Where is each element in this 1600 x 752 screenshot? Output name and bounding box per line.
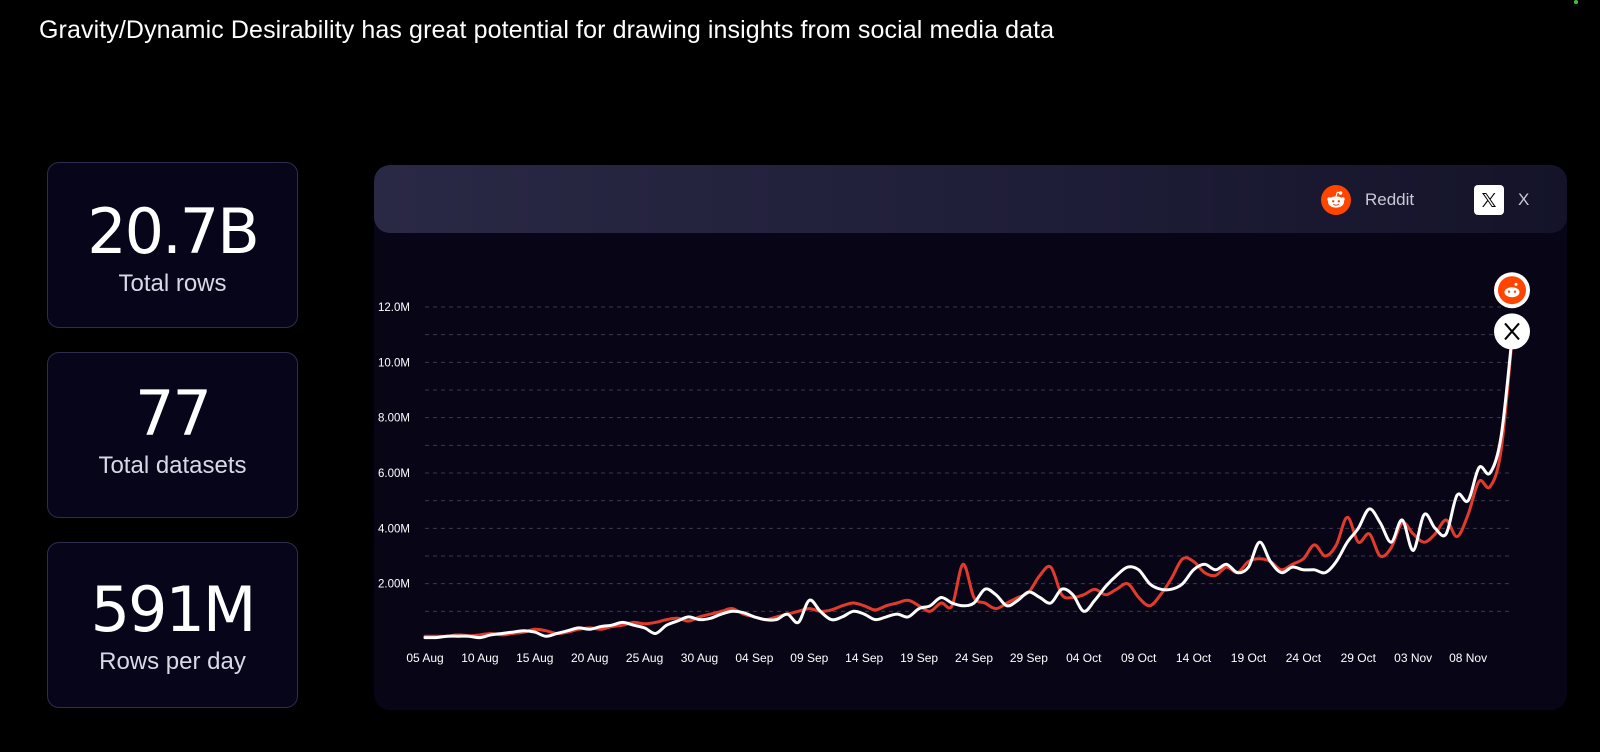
x-tick-label: 09 Oct (1121, 651, 1157, 665)
x-tick-label: 29 Sep (1010, 651, 1048, 665)
status-dot (1574, 0, 1578, 4)
series-end-markers (1494, 272, 1530, 350)
stat-card-total-datasets: 77 Total datasets (47, 352, 298, 518)
y-axis-ticks: 2.00M 4.00M 6.00M 8.00M 10.0M 12.0M (378, 302, 410, 591)
x-tick-label: 29 Oct (1341, 651, 1377, 665)
stat-value: 77 (135, 377, 212, 450)
x-tick-label: 19 Sep (900, 651, 938, 665)
reddit-end-marker (1494, 272, 1530, 309)
x-tick-label: 04 Oct (1066, 651, 1102, 665)
x-tick-label: 03 Nov (1394, 651, 1432, 665)
x-tick-label: 24 Oct (1286, 651, 1322, 665)
stat-label: Rows per day (99, 648, 246, 675)
line-chart: 2.00M 4.00M 6.00M 8.00M 10.0M 12.0M 05 Aug 10 … (378, 272, 1530, 665)
x-tick-label: 14 Oct (1176, 651, 1212, 665)
page-headline: Gravity/Dynamic Desirability has great p… (39, 16, 1055, 44)
chart-series (423, 335, 1514, 640)
x-tick-label: 25 Aug (626, 651, 663, 665)
legend-label-x: X (1518, 190, 1530, 209)
chart-panel: Reddit X 2.00M 4.00M 6.00M 8.00M 10.0M 12.0M … (374, 165, 1567, 710)
x-tick-label: 15 Aug (516, 651, 553, 665)
y-tick-label: 8.00M (378, 413, 410, 425)
x-tick-label: 10 Aug (461, 651, 498, 665)
x-logo-icon (1474, 185, 1504, 215)
x-tick-label: 09 Sep (790, 651, 828, 665)
stat-label: Total rows (118, 270, 227, 297)
legend-label-reddit: Reddit (1365, 190, 1415, 209)
series-line-reddit (423, 338, 1514, 638)
stat-value: 20.7B (87, 195, 260, 268)
x-end-marker (1494, 313, 1530, 350)
y-tick-label: 6.00M (378, 468, 410, 480)
legend-item-reddit[interactable]: Reddit (1321, 185, 1414, 215)
x-tick-label: 20 Aug (571, 651, 608, 665)
legend-item-x[interactable]: X (1474, 185, 1529, 215)
x-tick-label: 05 Aug (406, 651, 443, 665)
x-tick-label: 24 Sep (955, 651, 993, 665)
x-tick-label: 08 Nov (1449, 651, 1487, 665)
stat-card-rows-per-day: 591M Rows per day (47, 542, 298, 708)
y-tick-label: 10.0M (378, 357, 410, 369)
y-tick-label: 12.0M (378, 302, 410, 314)
reddit-icon (1321, 185, 1351, 215)
y-tick-label: 4.00M (378, 523, 410, 535)
chart-legend: Reddit X (374, 165, 1567, 233)
chart-gridlines (425, 306, 1512, 612)
x-tick-label: 19 Oct (1231, 651, 1267, 665)
stat-card-total-rows: 20.7B Total rows (47, 162, 298, 328)
x-tick-label: 14 Sep (845, 651, 883, 665)
x-axis-ticks: 05 Aug 10 Aug 15 Aug 20 Aug 25 Aug 30 Aug 04 S… (406, 651, 1487, 665)
stat-value: 591M (90, 573, 257, 646)
series-line-x (423, 335, 1514, 640)
x-tick-label: 04 Sep (735, 651, 773, 665)
y-tick-label: 2.00M (378, 579, 410, 591)
stat-label: Total datasets (98, 452, 247, 479)
x-tick-label: 30 Aug (681, 651, 718, 665)
